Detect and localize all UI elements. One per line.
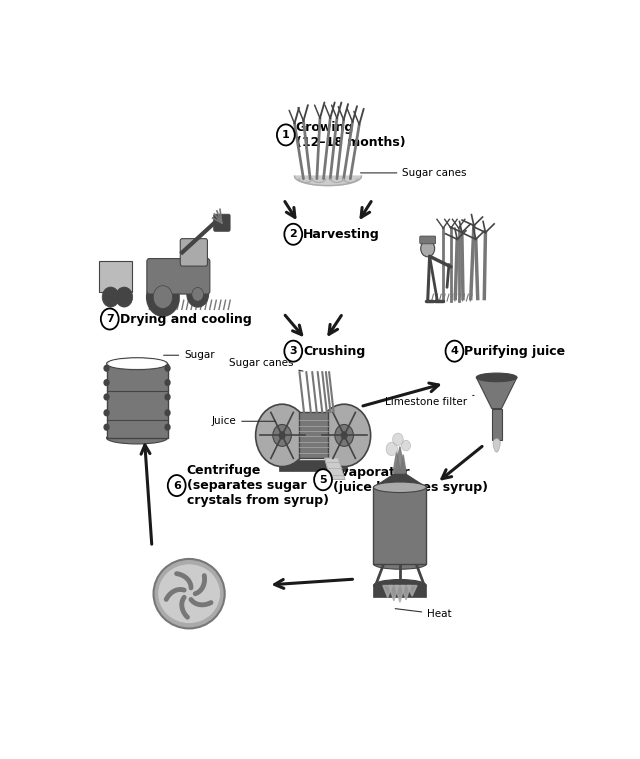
Text: Juice: Juice xyxy=(211,416,276,427)
Polygon shape xyxy=(374,473,426,487)
Polygon shape xyxy=(493,439,500,452)
FancyBboxPatch shape xyxy=(492,408,502,439)
Polygon shape xyxy=(407,585,417,596)
Polygon shape xyxy=(395,585,405,603)
Circle shape xyxy=(445,341,463,362)
Polygon shape xyxy=(294,176,362,185)
Text: 5: 5 xyxy=(319,474,327,485)
Circle shape xyxy=(420,241,435,257)
Circle shape xyxy=(165,380,170,386)
Circle shape xyxy=(102,287,119,307)
Text: Heat: Heat xyxy=(396,609,452,619)
Circle shape xyxy=(401,440,410,451)
Polygon shape xyxy=(395,446,405,473)
Text: 4: 4 xyxy=(451,346,458,356)
Circle shape xyxy=(165,394,170,400)
Circle shape xyxy=(255,405,308,467)
Text: Limestone filter: Limestone filter xyxy=(385,395,474,407)
FancyBboxPatch shape xyxy=(298,412,328,458)
Circle shape xyxy=(165,424,170,430)
Text: 1: 1 xyxy=(282,130,290,140)
Polygon shape xyxy=(401,585,411,600)
Circle shape xyxy=(284,341,302,362)
Text: Growing
(12–18 months): Growing (12–18 months) xyxy=(296,121,405,149)
Polygon shape xyxy=(400,455,406,473)
Ellipse shape xyxy=(106,357,168,370)
Circle shape xyxy=(192,288,204,301)
Polygon shape xyxy=(389,585,399,601)
Text: Sugar canes: Sugar canes xyxy=(360,168,467,178)
Circle shape xyxy=(277,124,295,146)
Ellipse shape xyxy=(476,373,517,382)
FancyBboxPatch shape xyxy=(214,214,230,231)
FancyBboxPatch shape xyxy=(279,460,348,471)
Ellipse shape xyxy=(109,359,165,368)
Ellipse shape xyxy=(374,482,426,493)
Text: 7: 7 xyxy=(106,314,114,324)
Polygon shape xyxy=(476,377,517,408)
Text: Harvesting: Harvesting xyxy=(303,228,380,241)
Text: 3: 3 xyxy=(289,346,297,356)
Circle shape xyxy=(314,469,332,490)
Circle shape xyxy=(147,278,179,317)
Circle shape xyxy=(101,308,118,329)
FancyBboxPatch shape xyxy=(147,259,210,294)
Circle shape xyxy=(335,424,353,446)
Polygon shape xyxy=(324,458,345,480)
Text: 2: 2 xyxy=(289,229,297,239)
Circle shape xyxy=(153,285,173,308)
Ellipse shape xyxy=(157,564,221,624)
Text: Sugar: Sugar xyxy=(164,350,215,361)
Circle shape xyxy=(168,475,186,496)
Text: Drying and cooling: Drying and cooling xyxy=(120,313,252,326)
Text: Centrifuge
(separates sugar
crystals from syrup): Centrifuge (separates sugar crystals fro… xyxy=(187,464,329,507)
FancyBboxPatch shape xyxy=(99,260,132,292)
Text: Purifying juice: Purifying juice xyxy=(465,345,566,357)
Circle shape xyxy=(104,394,109,400)
Circle shape xyxy=(284,224,302,245)
Circle shape xyxy=(386,442,397,455)
Ellipse shape xyxy=(374,580,426,591)
FancyBboxPatch shape xyxy=(374,585,426,597)
Text: 6: 6 xyxy=(173,480,180,490)
Text: Evaporator
(juice becomes syrup): Evaporator (juice becomes syrup) xyxy=(333,466,488,493)
Circle shape xyxy=(104,365,109,371)
Circle shape xyxy=(392,433,403,446)
Circle shape xyxy=(279,432,285,439)
Ellipse shape xyxy=(154,559,225,628)
FancyBboxPatch shape xyxy=(420,236,436,244)
Circle shape xyxy=(116,287,132,307)
Circle shape xyxy=(104,424,109,430)
Ellipse shape xyxy=(106,432,168,444)
Polygon shape xyxy=(393,452,401,473)
Circle shape xyxy=(341,432,348,439)
Circle shape xyxy=(317,405,371,467)
Circle shape xyxy=(165,365,170,371)
Polygon shape xyxy=(383,585,392,597)
FancyBboxPatch shape xyxy=(106,364,168,438)
Text: Sugar canes: Sugar canes xyxy=(229,357,303,371)
FancyBboxPatch shape xyxy=(374,487,426,564)
Circle shape xyxy=(104,410,109,416)
Text: Crushing: Crushing xyxy=(303,345,365,357)
Ellipse shape xyxy=(374,559,426,569)
Circle shape xyxy=(104,380,109,386)
Circle shape xyxy=(187,282,209,307)
Circle shape xyxy=(165,410,170,416)
Circle shape xyxy=(273,424,291,446)
FancyBboxPatch shape xyxy=(180,238,207,266)
